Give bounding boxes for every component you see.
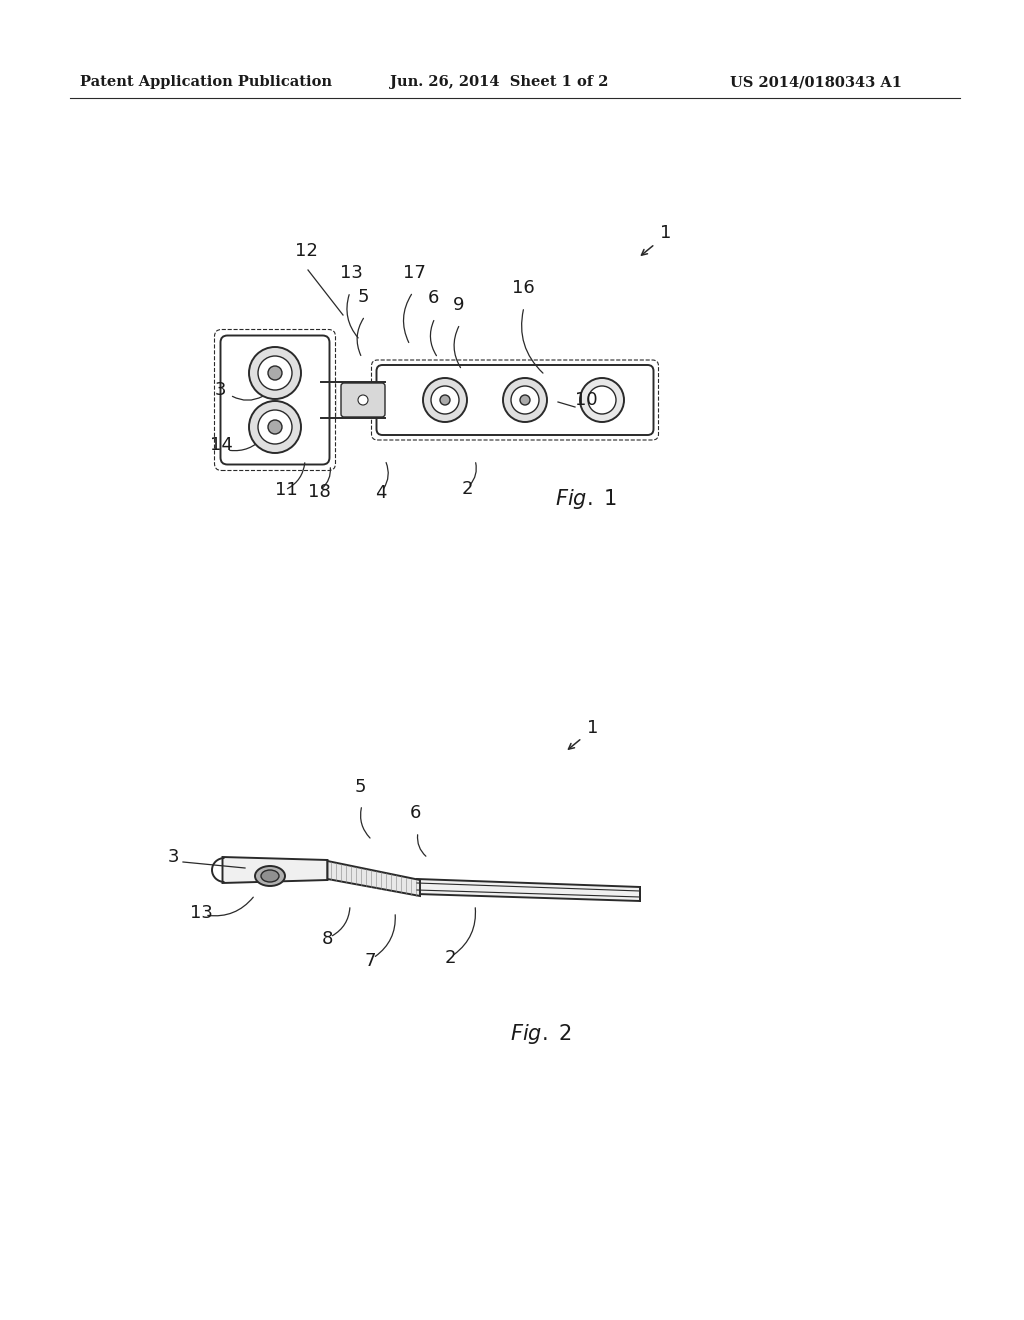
Polygon shape: [222, 857, 328, 883]
FancyBboxPatch shape: [220, 335, 330, 465]
Text: 16: 16: [512, 279, 535, 297]
Text: 2: 2: [445, 949, 457, 968]
Circle shape: [431, 385, 459, 414]
Text: 18: 18: [308, 483, 331, 502]
Text: 1: 1: [587, 719, 598, 737]
Text: 12: 12: [295, 242, 317, 260]
Circle shape: [268, 420, 282, 434]
Circle shape: [358, 395, 368, 405]
Text: 8: 8: [322, 931, 334, 948]
Circle shape: [511, 385, 539, 414]
Text: 3: 3: [215, 381, 226, 399]
Circle shape: [423, 378, 467, 422]
Text: 10: 10: [575, 391, 598, 409]
Circle shape: [249, 347, 301, 399]
FancyBboxPatch shape: [377, 366, 653, 436]
Circle shape: [258, 356, 292, 389]
Text: 13: 13: [340, 264, 362, 282]
Text: 5: 5: [358, 288, 370, 306]
Text: $\mathit{Fig.\ 2}$: $\mathit{Fig.\ 2}$: [510, 1022, 571, 1045]
Text: $\mathit{Fig.\ 1}$: $\mathit{Fig.\ 1}$: [555, 487, 616, 511]
FancyBboxPatch shape: [341, 383, 385, 417]
Circle shape: [520, 395, 530, 405]
Circle shape: [249, 401, 301, 453]
Text: Patent Application Publication: Patent Application Publication: [80, 75, 332, 88]
Circle shape: [588, 385, 616, 414]
Text: 4: 4: [375, 484, 386, 502]
Circle shape: [440, 395, 450, 405]
Circle shape: [268, 366, 282, 380]
Circle shape: [580, 378, 624, 422]
Circle shape: [503, 378, 547, 422]
Text: US 2014/0180343 A1: US 2014/0180343 A1: [730, 75, 902, 88]
Text: 13: 13: [190, 904, 213, 921]
Text: 6: 6: [428, 289, 439, 308]
Text: 1: 1: [660, 224, 672, 242]
Ellipse shape: [261, 870, 279, 882]
Polygon shape: [417, 879, 640, 902]
Text: 2: 2: [462, 480, 473, 498]
Text: 9: 9: [453, 296, 465, 314]
Text: 5: 5: [355, 777, 367, 796]
Text: Jun. 26, 2014  Sheet 1 of 2: Jun. 26, 2014 Sheet 1 of 2: [390, 75, 608, 88]
Circle shape: [258, 411, 292, 444]
Polygon shape: [328, 861, 420, 896]
Ellipse shape: [255, 866, 285, 886]
Text: 17: 17: [403, 264, 426, 282]
Bar: [321, 381, 384, 418]
Text: 3: 3: [168, 847, 179, 866]
Text: 6: 6: [410, 804, 421, 822]
Text: 14: 14: [210, 436, 232, 454]
Text: 11: 11: [275, 480, 298, 499]
Text: 7: 7: [365, 952, 377, 970]
